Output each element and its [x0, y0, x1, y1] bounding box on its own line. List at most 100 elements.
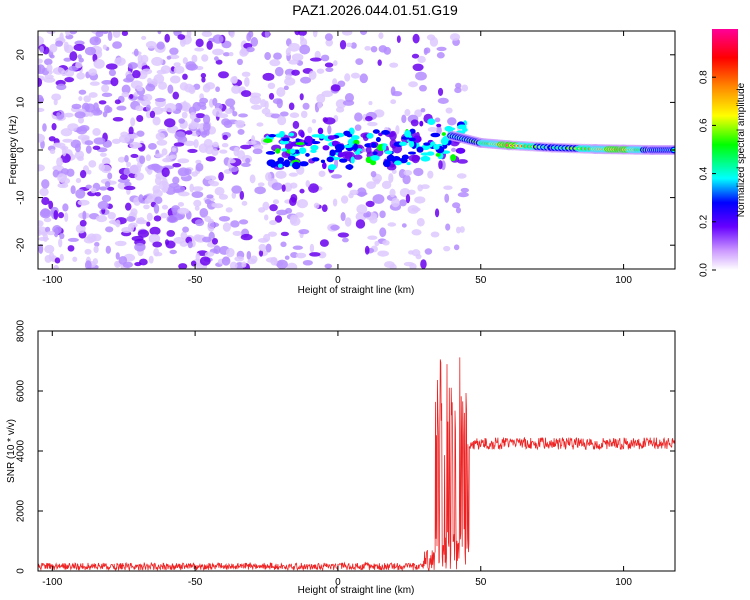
spectrogram-speckle — [124, 181, 132, 187]
spectrogram-speckle — [349, 189, 359, 196]
spectrogram-speckle — [182, 73, 188, 80]
spectrogram-speckle — [268, 92, 275, 100]
spectrogram-speckle — [316, 68, 325, 74]
spectrogram-speckle — [87, 169, 92, 175]
spectrogram-speckle — [200, 73, 207, 79]
spectrogram-speckle — [76, 126, 88, 135]
spectrogram-speckle — [51, 123, 57, 131]
spectrogram-speckle — [436, 52, 445, 59]
snr-x-tick-label: -50 — [188, 577, 203, 588]
spectrogram-speckle — [138, 258, 148, 266]
spectrogram-cluster — [450, 154, 457, 162]
spectrogram-speckle — [391, 169, 397, 174]
spectrogram-cluster — [281, 148, 288, 152]
spectrogram-speckle — [43, 77, 56, 83]
spectrogram-speckle — [284, 77, 296, 86]
spectrogram-speckle — [107, 186, 115, 191]
spectrogram-cluster — [347, 138, 356, 146]
spectrogram-speckle — [164, 33, 170, 43]
spectrogram-speckle — [253, 144, 264, 151]
spectrogram-speckle — [382, 239, 390, 246]
spectrogram-speckle — [156, 139, 168, 146]
spectrogram-speckle — [182, 100, 188, 111]
spectrogram-speckle — [286, 262, 298, 269]
spectrogram-speckle — [42, 123, 47, 132]
spectrogram-speckle — [269, 220, 277, 226]
spectrogram-speckle — [101, 92, 113, 98]
spectrogram-speckle — [189, 183, 194, 193]
figure-title: PAZ1.2026.044.01.51.G19 — [292, 2, 458, 18]
spectrogram-speckle — [182, 226, 190, 233]
spectrogram-speckle — [366, 181, 377, 189]
spectrogram-speckle — [256, 122, 264, 127]
spectrogram-x-axis: -100 -50 0 50 100 — [42, 31, 632, 286]
spectrogram-cluster — [409, 128, 416, 134]
spectrogram-speckle — [250, 37, 259, 47]
spectrogram-speckle — [114, 99, 121, 105]
spectrogram-speckle — [374, 240, 380, 247]
spectrogram-speckle — [73, 43, 85, 52]
spectrogram-speckle — [436, 46, 447, 52]
spectrogram-speckle — [137, 229, 149, 238]
spectrogram-speckle — [121, 226, 132, 233]
spectrogram-speckle — [459, 226, 465, 233]
spectrogram-cluster — [279, 130, 285, 137]
spectrogram-speckle — [223, 120, 233, 129]
spectrogram-speckle — [461, 84, 469, 92]
spectrogram-speckle — [157, 31, 162, 35]
spectrogram-speckle — [149, 226, 161, 236]
spectrogram-y-tick-label: 10 — [16, 96, 27, 108]
spectrogram-cluster — [455, 147, 466, 154]
spectrogram-speckle — [460, 187, 469, 193]
spectrogram-speckle — [267, 231, 278, 237]
spectrogram-speckle — [201, 76, 206, 83]
spectrogram-cluster — [388, 154, 394, 159]
spectrogram-speckle — [173, 62, 181, 67]
spectrogram-speckle — [254, 186, 266, 195]
spectrogram-speckle — [272, 98, 283, 105]
spectrogram-speckle — [193, 117, 201, 123]
spectrogram-cluster — [404, 130, 412, 138]
spectrogram-speckle — [166, 215, 179, 224]
spectrogram-cluster — [419, 120, 424, 127]
spectrogram-speckle — [77, 156, 84, 162]
spectrogram-speckle — [191, 54, 198, 63]
spectrogram-cluster — [322, 162, 327, 170]
spectrogram-speckle — [94, 191, 101, 197]
spectrogram-speckle — [455, 207, 462, 214]
spectrogram-speckle — [102, 157, 111, 166]
spectrogram-speckle — [269, 204, 278, 212]
spectrogram-cluster — [281, 137, 287, 142]
spectrogram-speckle — [90, 187, 97, 194]
spectrogram-speckle — [340, 211, 346, 222]
spectrogram-speckle — [377, 59, 382, 66]
spectrogram-speckle — [241, 200, 248, 206]
spectrogram-speckle — [179, 240, 189, 247]
snr-background — [38, 331, 675, 571]
spectrogram-cluster — [353, 143, 359, 151]
spectrogram-speckle — [92, 128, 101, 136]
spectrogram-speckle — [186, 31, 192, 39]
spectrogram-speckle — [420, 259, 427, 269]
spectrogram-speckle — [410, 119, 419, 127]
spectrogram-speckle — [299, 35, 305, 42]
spectrogram-speckle — [141, 99, 151, 107]
spectrogram-speckle — [330, 174, 343, 179]
spectrogram-speckle — [369, 216, 378, 224]
spectrogram-speckle — [168, 183, 180, 188]
spectrogram-speckle — [99, 186, 108, 191]
spectrogram-speckle — [39, 187, 49, 197]
spectrogram-cluster — [448, 127, 456, 131]
spectrogram-speckle — [452, 202, 461, 209]
spectrogram-speckle — [258, 243, 267, 252]
spectrogram-speckle — [307, 126, 313, 134]
spectrogram-speckle — [64, 76, 75, 83]
spectrogram-speckle — [414, 196, 426, 204]
spectrogram-speckle — [77, 199, 90, 206]
spectrogram-speckle — [128, 126, 134, 135]
spectrogram-speckle — [447, 117, 457, 126]
spectrogram-cluster — [366, 132, 374, 139]
spectrogram-speckle — [101, 80, 113, 85]
spectrogram-cluster — [372, 129, 380, 134]
spectrogram-speckle — [339, 40, 347, 50]
